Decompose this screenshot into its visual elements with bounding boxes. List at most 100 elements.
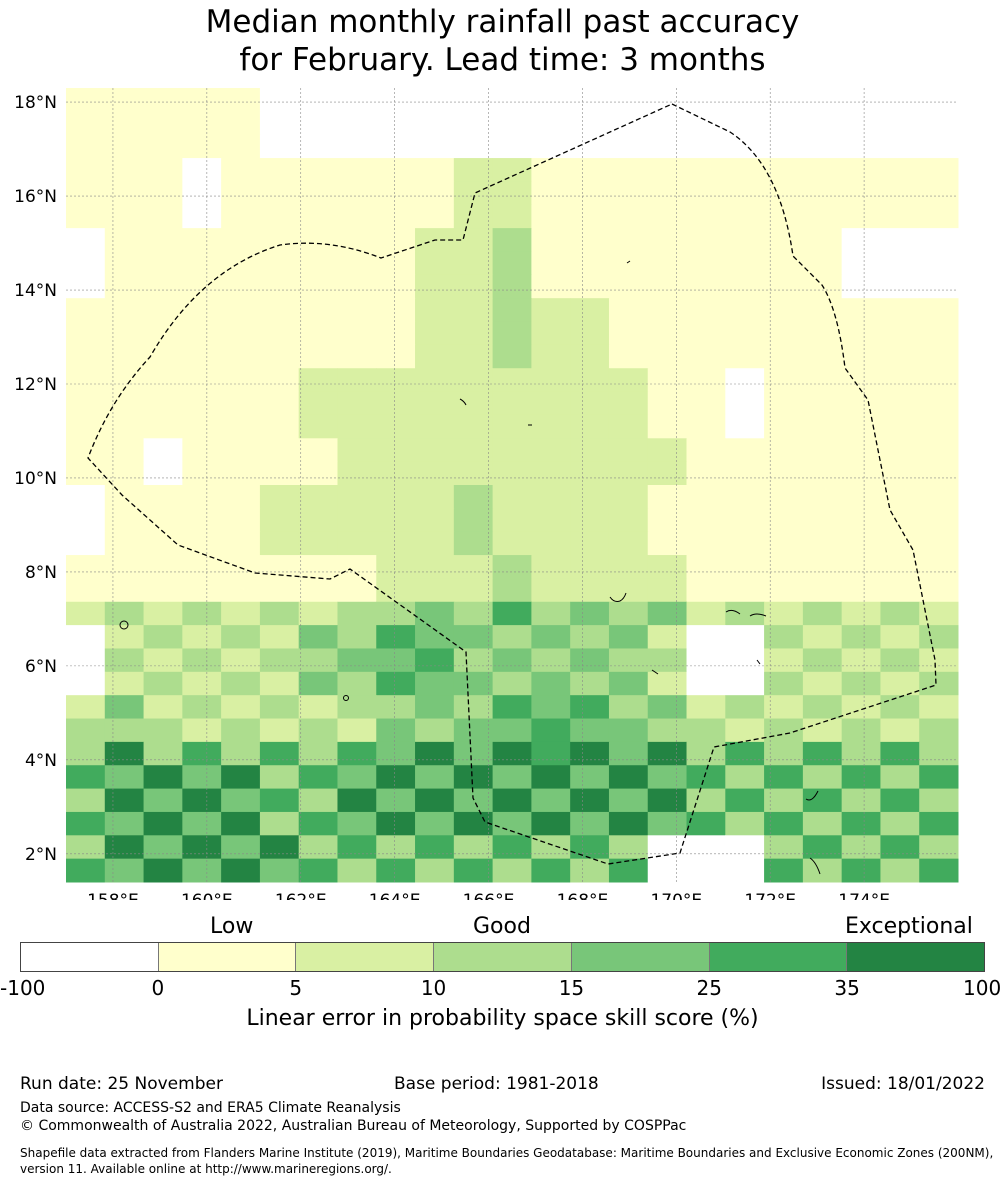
grid-cell — [764, 578, 804, 603]
grid-cell — [570, 508, 610, 533]
grid-cell — [453, 461, 494, 486]
grid-cell — [647, 344, 688, 369]
grid-cell — [570, 578, 610, 603]
grid-cell — [415, 788, 455, 813]
grid-cell — [764, 298, 804, 323]
grid-cell — [143, 438, 183, 463]
grid-cell — [298, 718, 338, 743]
grid-cell — [686, 531, 726, 556]
grid-cell — [259, 158, 300, 182]
grid-cell — [66, 695, 106, 720]
grid-cell — [880, 88, 920, 112]
grid-cell — [570, 648, 610, 673]
grid-cell — [492, 741, 532, 766]
grid-cell — [802, 765, 843, 790]
grid-cell — [259, 508, 300, 533]
grid-cell — [841, 531, 881, 556]
grid-cell — [531, 741, 571, 766]
grid-cell — [453, 695, 494, 720]
grid-cell — [570, 765, 610, 790]
grid-cell — [337, 134, 377, 159]
grid-cell — [66, 858, 106, 883]
grid-cell — [66, 414, 106, 439]
grid-cell — [841, 765, 881, 790]
grid-cell — [531, 134, 571, 159]
grid-cell — [880, 718, 920, 743]
grid-cell — [570, 228, 610, 252]
grid-cell — [143, 858, 183, 883]
grid-cell — [298, 578, 338, 603]
grid-cell — [570, 391, 610, 416]
grid-cell — [221, 414, 261, 439]
grid-cell — [66, 531, 106, 556]
grid-cell — [919, 718, 959, 743]
grid-cell — [531, 765, 571, 790]
grid-cell — [182, 414, 222, 439]
grid-cell — [802, 811, 843, 836]
grid-cell — [608, 274, 649, 299]
grid-cell — [221, 648, 261, 673]
grid-cell — [182, 531, 222, 556]
grid-cell — [608, 858, 649, 883]
lon-label: 168°E — [557, 891, 609, 900]
grid-cell — [531, 461, 571, 486]
island-outline — [651, 669, 659, 675]
grid-cell — [686, 251, 726, 276]
grid-cell — [802, 555, 843, 579]
grid-cell — [570, 741, 610, 766]
grid-cell — [221, 601, 261, 626]
grid-cell — [376, 765, 416, 790]
grid-cell — [453, 671, 494, 696]
issued-date: Issued: 18/01/2022 — [821, 1074, 985, 1094]
grid-cell — [453, 601, 494, 626]
grid-cell — [259, 718, 300, 743]
grid-cell — [104, 741, 145, 766]
grid-cell — [337, 811, 377, 836]
grid-cell — [415, 648, 455, 673]
grid-cell — [802, 648, 843, 673]
island-outline — [725, 609, 767, 617]
grid-cell — [415, 578, 455, 603]
grid-cell — [570, 344, 610, 369]
grid-cell — [570, 181, 610, 206]
grid-cell — [686, 555, 726, 579]
grid-cell — [104, 274, 145, 299]
grid-cell — [337, 181, 377, 206]
grid-cell — [919, 181, 959, 206]
grid-cell — [764, 741, 804, 766]
grid-cell — [919, 368, 959, 393]
grid-cell — [686, 835, 726, 860]
grid-cell — [492, 344, 532, 369]
grid-cell — [415, 368, 455, 393]
grid-cell — [104, 765, 145, 790]
lon-label: 158°E — [87, 891, 139, 900]
grid-cell — [880, 438, 920, 463]
grid-cell — [531, 111, 571, 136]
grid-cell — [259, 485, 300, 509]
grid-cell — [919, 835, 959, 860]
grid-cell — [570, 158, 610, 182]
grid-cell — [104, 158, 145, 182]
grid-cell — [259, 531, 300, 556]
grid-cell — [376, 695, 416, 720]
grid-cell — [725, 601, 765, 626]
grid-cell — [221, 368, 261, 393]
grid-cell — [764, 321, 804, 346]
grid-cell — [143, 461, 183, 486]
grid-cell — [608, 344, 649, 369]
grid-cell — [764, 344, 804, 369]
grid-cell — [453, 741, 494, 766]
grid-cell — [298, 788, 338, 813]
grid-cell — [298, 508, 338, 533]
grid-cell — [259, 111, 300, 136]
grid-cell — [376, 344, 416, 369]
grid-cell — [880, 391, 920, 416]
grid-cell — [608, 508, 649, 533]
grid-cell — [841, 671, 881, 696]
grid-cell — [221, 531, 261, 556]
grid-cell — [66, 625, 106, 649]
grid-cell — [104, 858, 145, 883]
grid-cell — [764, 648, 804, 673]
grid-cell — [531, 695, 571, 720]
grid-cell — [337, 461, 377, 486]
